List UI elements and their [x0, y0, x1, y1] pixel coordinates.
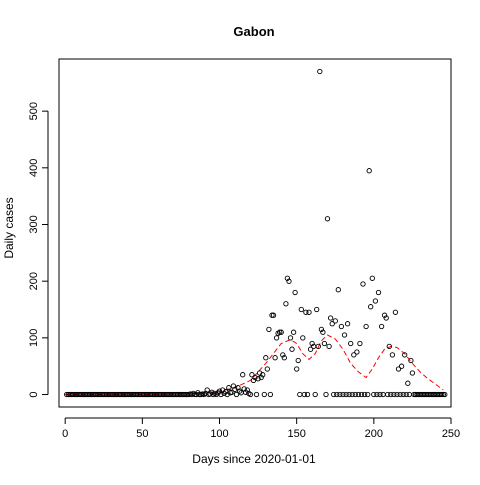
y-tick-label: 100: [28, 329, 40, 347]
x-tick-label: 200: [365, 428, 383, 440]
y-tick-label: 200: [28, 272, 40, 290]
x-axis-title: Days since 2020-01-01: [192, 452, 316, 466]
x-tick-label: 0: [62, 428, 68, 440]
y-tick-label: 0: [28, 391, 40, 397]
y-tick-label: 500: [28, 102, 40, 120]
chart-title: Gabon: [233, 24, 274, 39]
y-axis-title: Daily cases: [2, 197, 16, 258]
y-tick-label: 400: [28, 159, 40, 177]
x-tick-label: 100: [210, 428, 228, 440]
x-tick-label: 250: [442, 428, 460, 440]
x-tick-label: 150: [287, 428, 305, 440]
y-tick-label: 300: [28, 215, 40, 233]
x-tick-label: 50: [136, 428, 148, 440]
